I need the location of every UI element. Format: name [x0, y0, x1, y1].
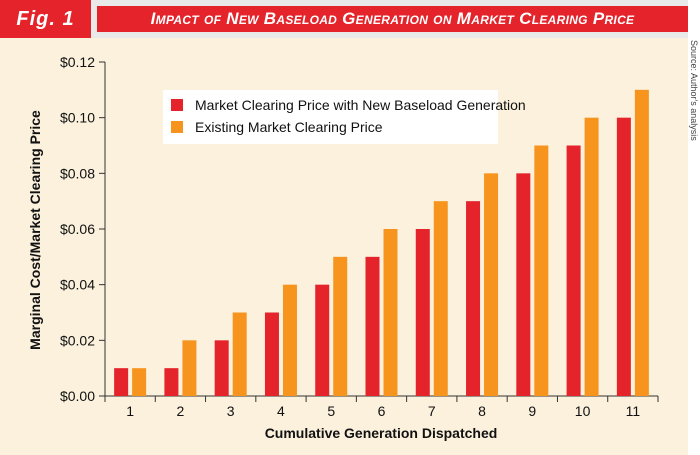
- bar-existing: [534, 145, 549, 396]
- legend-swatch-red: [171, 99, 183, 111]
- legend-swatch-orange: [171, 121, 183, 133]
- bar-new-baseload: [466, 201, 481, 396]
- y-tick-label: $0.12: [60, 54, 95, 70]
- x-axis-title: Cumulative Generation Dispatched: [265, 425, 498, 441]
- bar-existing: [584, 117, 599, 397]
- bar-existing: [182, 340, 197, 396]
- y-tick-label: $0.00: [60, 388, 95, 404]
- bar-new-baseload: [566, 145, 581, 396]
- y-tick-label: $0.08: [60, 165, 95, 181]
- y-tick-label: $0.04: [60, 277, 95, 293]
- bar-existing: [282, 284, 297, 396]
- y-tick-label: $0.10: [60, 110, 95, 126]
- y-tick-label: $0.02: [60, 332, 95, 348]
- bar-new-baseload: [214, 340, 229, 396]
- bar-new-baseload: [264, 312, 279, 396]
- bar-existing: [132, 368, 147, 396]
- bar-existing: [433, 201, 448, 396]
- x-ticks: 1 2 3 4 5 6 7 8 9 10 11: [104, 396, 659, 419]
- bar-existing: [383, 229, 398, 396]
- source-note: Source: Author's analysis: [689, 40, 699, 141]
- y-ticks: $0.00 $0.02 $0.04 $0.06 $0.08 $0.10 $0.12: [60, 54, 105, 404]
- x-tick-label: 7: [428, 403, 436, 419]
- chart-title: Impact of New Baseload Generation on Mar…: [97, 6, 688, 32]
- bar-new-baseload: [516, 173, 531, 396]
- legend-box: [163, 90, 498, 144]
- x-tick-label: 10: [575, 403, 591, 419]
- y-tick-label: $0.06: [60, 221, 95, 237]
- bar-new-baseload: [415, 229, 430, 396]
- legend-label-existing: Existing Market Clearing Price: [195, 119, 383, 135]
- x-tick-label: 2: [177, 403, 185, 419]
- bar-new-baseload: [164, 368, 179, 396]
- y-axis-title: Marginal Cost/Market Clearing Price: [27, 110, 43, 350]
- x-tick-label: 5: [327, 403, 335, 419]
- figure-header: Fig. 1 Impact of New Baseload Generation…: [0, 0, 688, 38]
- bar-new-baseload: [616, 117, 631, 397]
- x-tick-label: 4: [277, 403, 285, 419]
- bar-new-baseload: [315, 284, 330, 396]
- x-tick-label: 11: [626, 403, 641, 419]
- legend: Market Clearing Price with New Baseload …: [163, 90, 526, 144]
- x-tick-label: 8: [478, 403, 486, 419]
- bar-new-baseload: [114, 368, 129, 396]
- legend-label-new-baseload: Market Clearing Price with New Baseload …: [195, 97, 526, 113]
- bar-chart: $0.00 $0.02 $0.04 $0.06 $0.08 $0.10 $0.12 1 2 3 4…: [27, 54, 659, 441]
- x-tick-label: 3: [227, 403, 235, 419]
- bars: [114, 89, 649, 397]
- x-tick-label: 1: [126, 403, 134, 419]
- bar-existing: [634, 89, 649, 397]
- bar-existing: [333, 256, 348, 396]
- bar-existing: [484, 173, 499, 396]
- x-tick-label: 9: [528, 403, 536, 419]
- x-tick-label: 6: [378, 403, 386, 419]
- bar-existing: [232, 312, 247, 396]
- bar-new-baseload: [365, 256, 380, 396]
- figure-number-label: Fig. 1: [0, 0, 91, 38]
